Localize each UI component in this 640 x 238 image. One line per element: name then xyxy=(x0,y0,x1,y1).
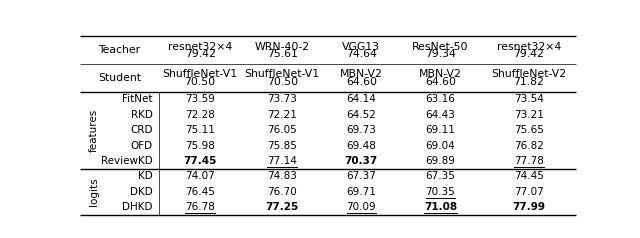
Text: 77.45: 77.45 xyxy=(184,156,217,166)
Text: 73.21: 73.21 xyxy=(514,110,543,120)
Text: 79.42: 79.42 xyxy=(185,49,216,59)
Text: OFD: OFD xyxy=(131,141,153,151)
Text: VGG13: VGG13 xyxy=(342,42,380,52)
Text: 72.21: 72.21 xyxy=(268,110,297,120)
Text: 77.14: 77.14 xyxy=(268,156,297,166)
Text: ResNet-50: ResNet-50 xyxy=(412,42,468,52)
Text: 75.11: 75.11 xyxy=(185,125,215,135)
Text: Student: Student xyxy=(98,73,141,83)
Text: 75.85: 75.85 xyxy=(268,141,297,151)
Text: CRD: CRD xyxy=(131,125,153,135)
Text: Teacher: Teacher xyxy=(99,45,141,55)
Text: FitNet: FitNet xyxy=(122,94,153,104)
Text: 76.70: 76.70 xyxy=(268,187,297,197)
Text: 74.64: 74.64 xyxy=(346,49,377,59)
Text: features: features xyxy=(89,109,99,152)
Text: 73.73: 73.73 xyxy=(268,94,297,104)
Text: 72.28: 72.28 xyxy=(185,110,215,120)
Text: ReviewKD: ReviewKD xyxy=(101,156,153,166)
Text: 69.11: 69.11 xyxy=(426,125,455,135)
Text: resnet32×4: resnet32×4 xyxy=(497,42,561,52)
Text: 79.42: 79.42 xyxy=(513,49,544,59)
Text: 71.08: 71.08 xyxy=(424,202,457,212)
Text: 64.43: 64.43 xyxy=(426,110,455,120)
Text: DKD: DKD xyxy=(130,187,153,197)
Text: 75.98: 75.98 xyxy=(185,141,215,151)
Text: 76.82: 76.82 xyxy=(514,141,543,151)
Text: WRN-40-2: WRN-40-2 xyxy=(255,42,310,52)
Text: MBN-V2: MBN-V2 xyxy=(419,69,462,79)
Text: resnet32×4: resnet32×4 xyxy=(168,42,232,52)
Text: 76.45: 76.45 xyxy=(185,187,215,197)
Text: 75.61: 75.61 xyxy=(267,49,298,59)
Text: KD: KD xyxy=(138,171,153,181)
Text: 74.83: 74.83 xyxy=(268,171,297,181)
Text: RKD: RKD xyxy=(131,110,153,120)
Text: 64.60: 64.60 xyxy=(425,77,456,87)
Text: DHKD: DHKD xyxy=(122,202,153,212)
Text: 64.52: 64.52 xyxy=(346,110,376,120)
Text: 73.54: 73.54 xyxy=(514,94,543,104)
Text: 64.60: 64.60 xyxy=(346,77,377,87)
Text: 69.73: 69.73 xyxy=(346,125,376,135)
Text: 69.71: 69.71 xyxy=(346,187,376,197)
Text: MBN-V2: MBN-V2 xyxy=(340,69,383,79)
Text: 64.14: 64.14 xyxy=(346,94,376,104)
Text: 69.89: 69.89 xyxy=(426,156,455,166)
Text: 77.07: 77.07 xyxy=(514,187,543,197)
Text: 73.59: 73.59 xyxy=(185,94,215,104)
Text: 70.37: 70.37 xyxy=(345,156,378,166)
Text: 69.48: 69.48 xyxy=(346,141,376,151)
Text: 74.45: 74.45 xyxy=(514,171,543,181)
Text: 67.37: 67.37 xyxy=(346,171,376,181)
Text: 77.99: 77.99 xyxy=(512,202,545,212)
Text: 79.34: 79.34 xyxy=(425,49,456,59)
Text: 67.35: 67.35 xyxy=(426,171,455,181)
Text: 70.50: 70.50 xyxy=(267,77,298,87)
Text: ShuffleNet-V1: ShuffleNet-V1 xyxy=(163,69,237,79)
Text: 70.35: 70.35 xyxy=(426,187,455,197)
Text: 75.65: 75.65 xyxy=(514,125,543,135)
Text: 76.05: 76.05 xyxy=(268,125,297,135)
Text: 77.78: 77.78 xyxy=(514,156,543,166)
Text: 76.78: 76.78 xyxy=(185,202,215,212)
Text: 71.82: 71.82 xyxy=(513,77,544,87)
Text: 74.07: 74.07 xyxy=(185,171,215,181)
Text: ShuffleNet-V1: ShuffleNet-V1 xyxy=(244,69,320,79)
Text: 63.16: 63.16 xyxy=(426,94,455,104)
Text: ShuffleNet-V2: ShuffleNet-V2 xyxy=(491,69,566,79)
Text: 70.50: 70.50 xyxy=(184,77,216,87)
Text: logits: logits xyxy=(89,178,99,206)
Text: 70.09: 70.09 xyxy=(346,202,376,212)
Text: 69.04: 69.04 xyxy=(426,141,455,151)
Text: 77.25: 77.25 xyxy=(266,202,299,212)
